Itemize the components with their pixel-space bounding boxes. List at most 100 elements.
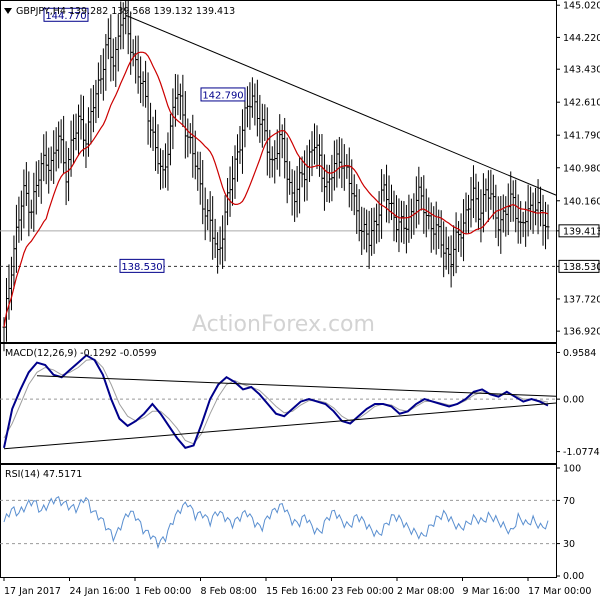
price-bar	[347, 147, 351, 208]
price-bar	[94, 79, 98, 124]
time-axis-tick: 9 Mar 16:00	[462, 577, 520, 597]
price-bar	[414, 176, 418, 229]
price-bar	[208, 191, 212, 242]
price-bar	[305, 145, 309, 201]
price-bar	[84, 123, 88, 168]
watermark: ActionForex.com	[192, 312, 375, 337]
price-bar	[238, 126, 242, 164]
price-bar	[258, 94, 262, 143]
price-bar	[479, 189, 483, 243]
price-bar	[290, 169, 294, 216]
rsi-panel-frame	[0, 464, 557, 578]
price-axis-tick: 145.020	[556, 1, 600, 12]
price-bar	[59, 119, 63, 164]
price-bar	[315, 125, 319, 169]
macd-upper-trendline	[36, 375, 557, 397]
price-bar	[447, 236, 451, 275]
price-bar	[22, 169, 26, 229]
rsi-axis-label: 100	[563, 464, 581, 475]
price-axis-tick: 142.610	[556, 98, 600, 109]
price-bar	[511, 180, 515, 222]
price-axis-tick: 144.220	[556, 33, 600, 44]
price-bar	[464, 192, 468, 234]
price-bar	[399, 200, 403, 243]
price-annotation: 144.770	[43, 7, 89, 22]
price-bar	[434, 201, 438, 255]
price-bar	[54, 127, 58, 172]
price-bar	[459, 213, 463, 257]
rsi-series	[0, 495, 556, 550]
price-bar	[263, 104, 267, 141]
price-bar	[81, 95, 85, 157]
price-bar	[96, 62, 100, 118]
price-bar	[320, 134, 324, 193]
price-bar	[467, 194, 471, 234]
price-bar	[288, 161, 292, 195]
moving-average-line	[3, 51, 549, 328]
price-bar	[419, 176, 423, 211]
price-header: GBPJPY,H4 139.282 139.568 139.132 139.41…	[16, 6, 235, 17]
price-bar	[449, 235, 453, 288]
price-bar	[486, 170, 490, 222]
price-bar	[481, 173, 485, 233]
time-axis-label: 1 Feb 00:00	[135, 586, 191, 597]
price-bar	[146, 72, 150, 145]
price-bar	[255, 79, 259, 137]
price-axis-label: 136.920	[563, 327, 600, 338]
macd-axis-label: 0.00	[563, 395, 584, 406]
price-bar	[308, 139, 312, 183]
price-bar	[216, 232, 220, 274]
price-bar	[476, 181, 480, 230]
price-bar	[437, 209, 441, 249]
price-bar	[223, 195, 227, 262]
rsi-axis-tick: 100	[556, 464, 581, 475]
time-axis-tick: 1 Feb 00:00	[134, 577, 191, 597]
time-axis-label: 17 Jan 2017	[4, 586, 61, 597]
price-annotation: 142.790	[200, 87, 246, 102]
price-bar	[362, 207, 366, 250]
price-bar	[534, 187, 538, 226]
price-bar	[109, 14, 113, 82]
price-bar	[149, 102, 153, 148]
price-bar	[327, 164, 331, 203]
price-bar	[136, 35, 140, 94]
price-bar	[168, 113, 172, 166]
axis-labels: 145.020 144.220 143.430 142.610 141.790 140.9…	[3, 1, 600, 597]
price-bar	[7, 264, 11, 320]
rsi-line	[3, 495, 549, 550]
price-bar	[501, 194, 505, 233]
price-bar	[337, 136, 341, 179]
rsi-axis-tick: 0.00	[556, 571, 584, 582]
macd-panel-frame	[0, 343, 557, 464]
price-bar	[42, 134, 46, 182]
time-axis-tick: 17 Mar 00:00	[527, 577, 591, 597]
price-bar	[171, 88, 175, 150]
price-axis-tick: 140.160	[556, 196, 600, 207]
macd-series	[0, 354, 557, 450]
price-bar	[186, 118, 190, 158]
price-bar	[27, 171, 31, 237]
price-bar	[385, 164, 389, 223]
price-bar	[67, 147, 71, 202]
panel-collapse-icon[interactable]	[4, 8, 12, 14]
price-bar	[72, 114, 76, 164]
price-panel-frame	[0, 0, 557, 343]
price-bar	[342, 144, 346, 191]
price-bar	[509, 171, 513, 222]
price-bar	[484, 178, 488, 212]
price-bar	[506, 183, 510, 236]
price-bar	[285, 137, 289, 204]
price-bar	[273, 140, 277, 184]
price-bar	[489, 169, 493, 210]
price-bar	[546, 204, 550, 240]
price-bar	[407, 194, 411, 243]
price-series: 144.770 142.790 138.530	[0, 0, 557, 352]
price-bar	[283, 117, 287, 179]
price-bar	[221, 215, 225, 269]
price-bar	[375, 203, 379, 244]
annotation-box	[200, 87, 246, 102]
price-axis-label: 144.220	[563, 33, 600, 44]
price-bar	[377, 191, 381, 243]
price-bar	[161, 150, 165, 189]
price-bar	[34, 161, 38, 215]
